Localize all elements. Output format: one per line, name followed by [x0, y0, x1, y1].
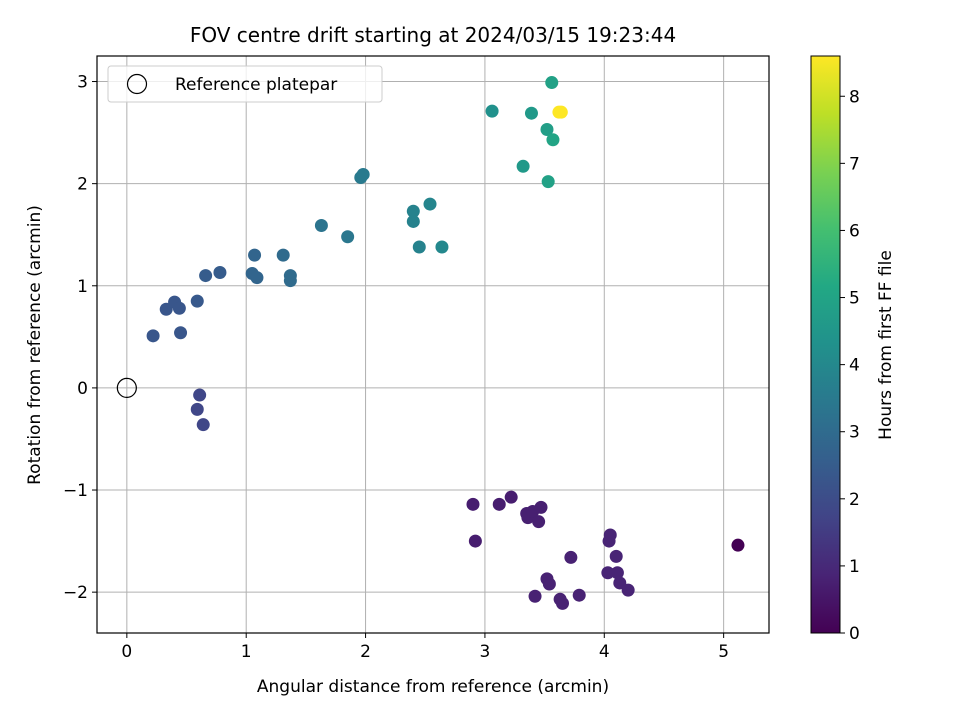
data-point — [601, 566, 615, 580]
data-point — [609, 549, 623, 563]
data-point — [528, 589, 542, 603]
data-point — [731, 538, 745, 552]
colorbar-label: Hours from first FF file — [876, 250, 896, 440]
data-point — [423, 197, 437, 211]
data-point — [250, 271, 264, 285]
data-point — [412, 240, 426, 254]
data-point — [248, 248, 262, 262]
data-point — [532, 515, 546, 529]
data-point — [356, 167, 370, 181]
data-point — [546, 133, 560, 147]
data-point — [196, 418, 210, 432]
legend-label: Reference platepar — [175, 75, 337, 95]
data-point — [540, 123, 554, 137]
data-point — [314, 219, 328, 233]
data-point — [542, 577, 556, 591]
data-point — [341, 230, 355, 244]
data-point — [213, 266, 227, 280]
data-point — [621, 583, 635, 597]
data-point — [406, 204, 420, 218]
data-point — [541, 175, 555, 189]
data-point — [174, 326, 188, 340]
colorbar-tick-label: 3 — [849, 423, 860, 443]
colorbar: 0 1 2 3 4 5 6 7 8 Hours from first FF file — [810, 55, 896, 644]
y-tick-label: −1 — [63, 481, 88, 501]
chart-title-text: FOV centre drift starting at 2024/03/15 … — [190, 23, 676, 47]
x-tick-label: 2 — [360, 642, 371, 662]
y-axis-label: Rotation from reference (arcmin) — [25, 205, 45, 485]
colorbar-tick-label: 5 — [849, 289, 860, 309]
data-point — [556, 596, 570, 610]
data-point — [554, 105, 568, 119]
data-point — [199, 269, 213, 283]
legend-box — [107, 65, 383, 103]
legend-reference-marker — [126, 73, 148, 95]
data-point — [190, 294, 204, 308]
x-tick-label: 4 — [599, 642, 610, 662]
colorbar-tick-label: 7 — [849, 154, 860, 174]
y-tick-label: −2 — [63, 583, 88, 603]
data-point — [468, 534, 482, 548]
data-point — [190, 402, 204, 416]
y-tick-label: 1 — [77, 277, 88, 297]
y-tick-label: 3 — [77, 73, 88, 93]
colorbar-tick-label: 2 — [849, 490, 860, 510]
legend: Reference platepar — [107, 65, 383, 103]
data-point — [516, 159, 530, 173]
colorbar-gradient — [810, 55, 841, 634]
colorbar-tick-label: 0 — [849, 624, 860, 644]
y-axis-ticks: −2 −1 0 1 2 3 — [63, 73, 97, 603]
colorbar-tick-label: 1 — [849, 557, 860, 577]
data-point — [485, 104, 499, 118]
x-tick-label: 0 — [121, 642, 132, 662]
reference-marker-layer — [116, 377, 137, 399]
data-point — [545, 76, 559, 90]
data-point — [492, 497, 506, 511]
data-point — [504, 490, 518, 504]
data-point — [276, 248, 290, 262]
data-points — [146, 76, 745, 610]
data-point — [193, 388, 207, 402]
chart-title: FOV centre drift starting at 2024/03/15 … — [190, 23, 676, 47]
data-point — [610, 566, 624, 580]
colorbar-tick-label: 6 — [849, 221, 860, 241]
x-tick-label: 1 — [241, 642, 252, 662]
reference-platepar-marker — [116, 377, 137, 399]
colorbar-ticks: 0 1 2 3 4 5 6 7 8 — [840, 87, 860, 644]
data-point — [534, 500, 548, 514]
data-point — [146, 329, 160, 343]
data-point — [466, 497, 480, 511]
y-tick-label: 2 — [77, 175, 88, 195]
data-point — [172, 301, 186, 315]
data-point — [283, 274, 297, 288]
x-axis-label: Angular distance from reference (arcmin) — [257, 677, 609, 697]
plot-frame — [96, 55, 770, 634]
colorbar-tick-label: 8 — [849, 87, 860, 107]
x-tick-label: 5 — [718, 642, 729, 662]
grid-lines — [97, 56, 769, 633]
x-axis-ticks: 0 1 2 3 4 5 — [121, 633, 729, 662]
data-point — [406, 214, 420, 228]
data-point — [603, 528, 617, 542]
x-tick-label: 3 — [480, 642, 491, 662]
data-point — [572, 588, 586, 602]
data-point — [564, 550, 578, 564]
colorbar-tick-label: 4 — [849, 356, 860, 376]
y-tick-label: 0 — [77, 379, 88, 399]
data-point — [524, 106, 538, 120]
data-point — [435, 240, 449, 254]
